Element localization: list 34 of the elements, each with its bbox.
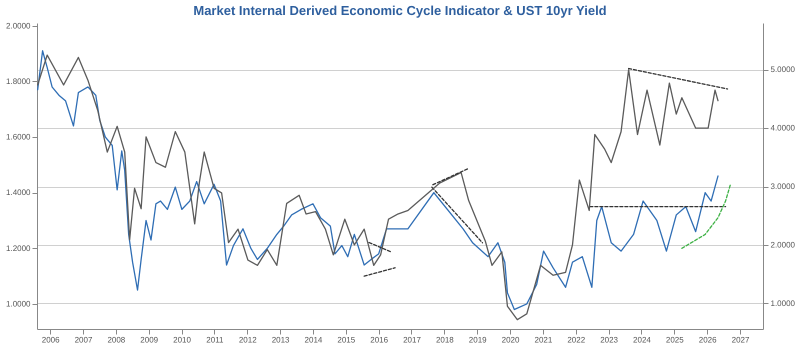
y2-tick-label: 5.0000 [770, 65, 796, 74]
x-tick-label: 2016 [370, 336, 389, 344]
x-tick-label: 2024 [633, 336, 652, 344]
y-tick-label: 1.8000 [6, 76, 32, 86]
y2-tick-label: 4.0000 [770, 124, 796, 133]
x-tick-label: 2020 [502, 336, 520, 344]
y-tick-label: 1.0000 [6, 299, 32, 308]
x-tick-label: 2023 [600, 336, 619, 344]
y2-tick-label: 1.0000 [770, 298, 796, 308]
x-tick-label: 2018 [436, 336, 454, 344]
x-tick-label: 2009 [140, 336, 159, 344]
x-tick-label: 2019 [468, 336, 488, 344]
x-tick-label: 2027 [732, 336, 750, 344]
y-tick-label: 2.0000 [6, 21, 32, 30]
x-tick-label: 2007 [74, 336, 93, 344]
x-tick-label: 2013 [272, 336, 290, 344]
x-tick-label: 2006 [42, 336, 60, 344]
x-tick-label: 2008 [107, 336, 126, 344]
x-tick-label: 2014 [304, 336, 323, 344]
x-tick-label: 2017 [403, 336, 422, 344]
chart-title: Market Internal Derived Economic Cycle Indicator & UST 10yr Yield [193, 2, 607, 18]
x-tick-label: 2025 [666, 336, 684, 344]
y2-tick-label: 3.0000 [770, 182, 796, 192]
x-tick-label: 2021 [534, 336, 553, 344]
x-tick-label: 2011 [206, 336, 224, 344]
y-tick-label: 1.2000 [6, 244, 32, 253]
x-tick-label: 2010 [173, 336, 192, 344]
y-tick-label: 1.6000 [6, 132, 32, 142]
x-tick-label: 2026 [698, 336, 718, 344]
x-tick-label: 2022 [567, 336, 586, 344]
y2-tick-label: 2.0000 [770, 240, 796, 250]
x-tick-label: 2012 [238, 336, 258, 344]
y-tick-label: 1.4000 [6, 188, 32, 198]
x-tick-label: 2015 [337, 336, 356, 344]
